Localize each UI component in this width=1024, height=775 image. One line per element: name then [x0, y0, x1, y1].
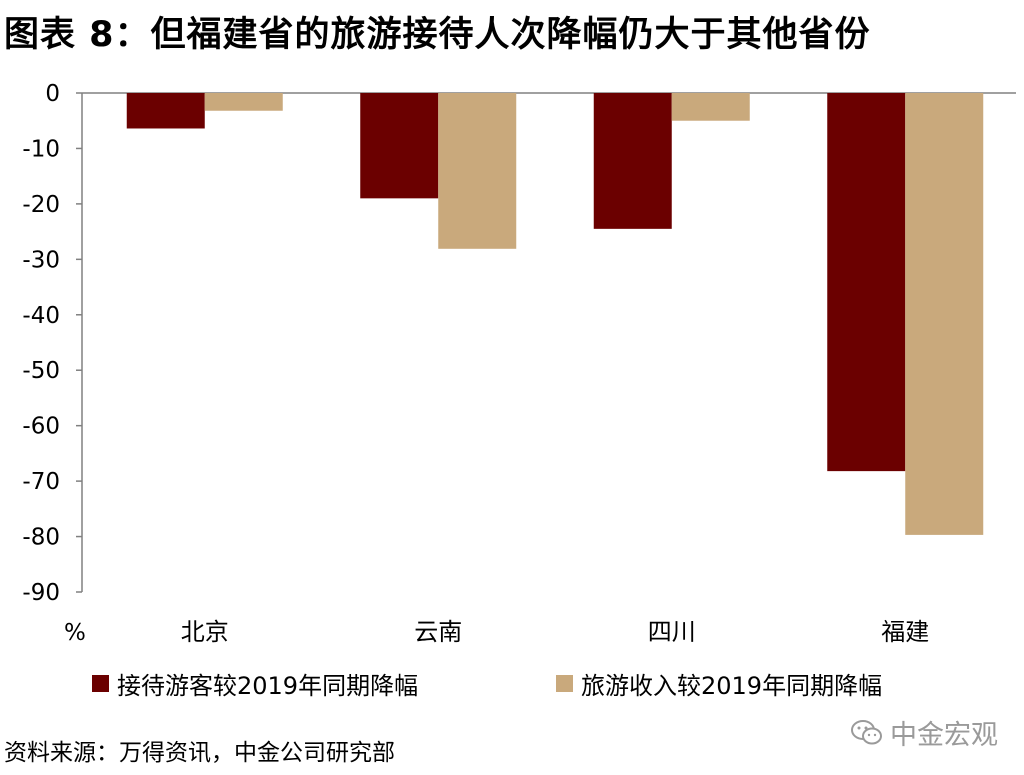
bar-2-3: [671, 93, 750, 121]
y-tick-label: -30: [22, 247, 60, 273]
legend-swatch-series-2: [556, 675, 573, 692]
wechat-icon: [851, 719, 882, 744]
category-label: 福建: [881, 618, 929, 646]
legend-item-series-1: 接待游客较2019年同期降幅: [92, 666, 418, 701]
bar-1-3: [593, 93, 672, 229]
y-tick-label: -70: [22, 469, 60, 495]
y-tick-label: 0: [45, 81, 60, 107]
chart-title: 图表 8：但福建省的旅游接待人次降幅仍大于其他省份: [4, 15, 871, 55]
y-tick-label: -50: [22, 358, 60, 384]
bar-2-4: [905, 93, 984, 535]
category-label: 四川: [648, 618, 696, 646]
category-label: 北京: [181, 618, 229, 646]
bar-1-4: [827, 93, 906, 472]
bars: [126, 93, 984, 535]
y-tick-label: -80: [22, 525, 60, 551]
bar-2-2: [438, 93, 517, 249]
category-label: 云南: [414, 618, 462, 646]
y-tick-label: -40: [22, 303, 60, 329]
y-tick-label: -20: [22, 192, 60, 218]
legend-swatch-series-1: [92, 675, 109, 692]
source-note: 资料来源：万得资讯，中金公司研究部: [4, 740, 395, 766]
y-tick-label: -10: [22, 136, 60, 162]
legend-label-series-2: 旅游收入较2019年同期降幅: [581, 672, 883, 700]
y-ticks: 0 -10 -20 -30 -40 -50 -60 -70 -80 -90: [22, 81, 82, 606]
watermark-text: 中金宏观: [890, 720, 998, 751]
y-unit-label: %: [64, 620, 86, 646]
y-tick-label: -60: [22, 414, 60, 440]
bar-1-1: [126, 93, 205, 129]
y-tick-label: -90: [22, 580, 60, 606]
legend-item-series-2: 旅游收入较2019年同期降幅: [556, 666, 882, 701]
bar-2-1: [204, 93, 283, 111]
category-labels: 北京 云南 四川 福建: [181, 618, 930, 646]
watermark: 中金宏观: [850, 713, 998, 752]
legend-label-series-1: 接待游客较2019年同期降幅: [117, 672, 419, 700]
bar-1-2: [360, 93, 439, 199]
